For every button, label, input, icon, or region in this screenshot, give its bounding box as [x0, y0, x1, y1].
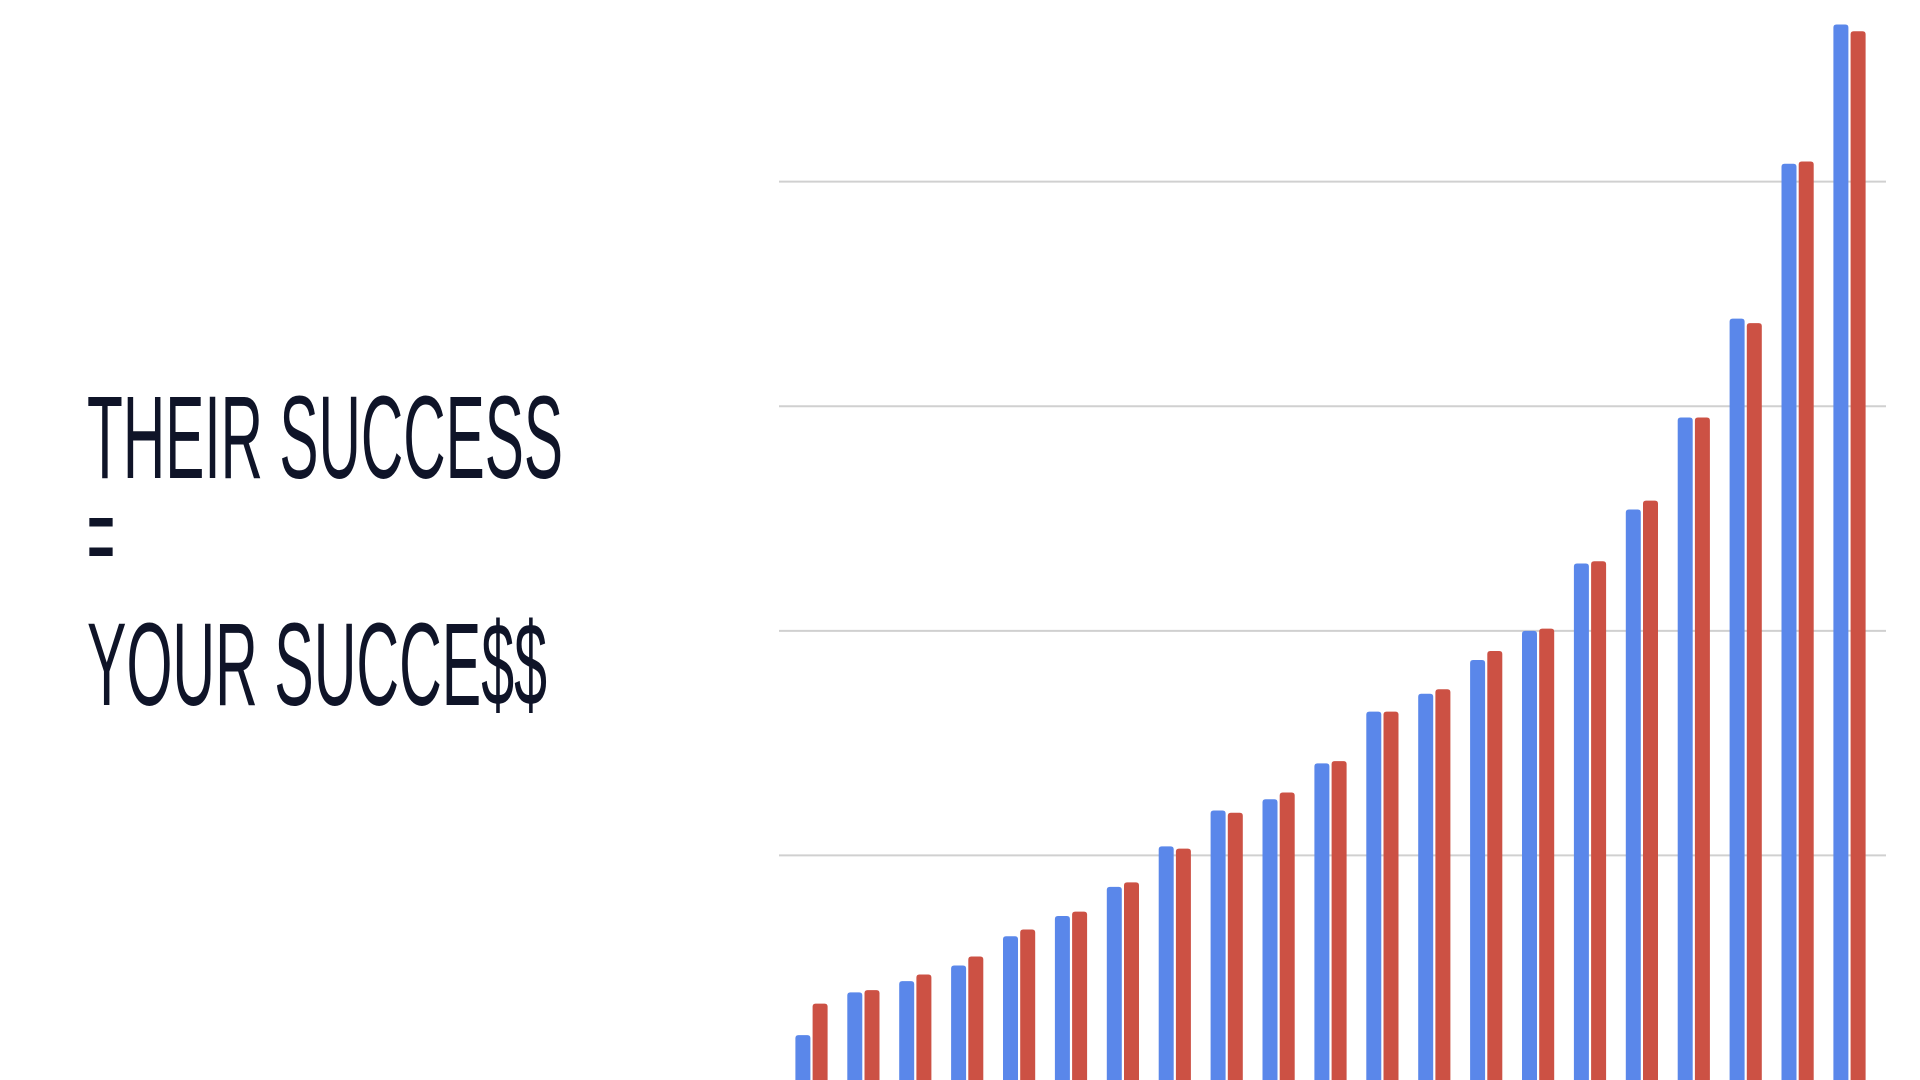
bar [1227, 812, 1243, 1080]
bar [1643, 500, 1658, 1080]
bar [1539, 628, 1555, 1080]
bar [1591, 561, 1607, 1080]
headline-line: = [87, 470, 115, 602]
bar [864, 990, 880, 1080]
bar [1158, 846, 1174, 1080]
headline-line: THEIR SUCCESS [87, 372, 563, 504]
bar [1366, 711, 1382, 1080]
bar [916, 974, 932, 1080]
headline-line: YOUR SUCCE$$ [87, 599, 547, 731]
bar [1003, 936, 1018, 1080]
bar [1625, 509, 1641, 1080]
bar [847, 992, 863, 1080]
bar [1124, 882, 1139, 1080]
bar [1175, 848, 1191, 1080]
bar [1279, 792, 1295, 1080]
bar [1746, 323, 1762, 1080]
bar [1573, 563, 1589, 1080]
bar [1694, 417, 1710, 1080]
bar [968, 956, 984, 1080]
bar [1729, 318, 1745, 1080]
bar [1435, 689, 1451, 1080]
bar [1677, 417, 1693, 1080]
bar [1798, 161, 1814, 1080]
bar [1418, 693, 1434, 1080]
bar [1833, 24, 1849, 1080]
bar [951, 965, 967, 1080]
bar [1522, 630, 1537, 1080]
bar [1262, 799, 1278, 1080]
bar [1331, 761, 1347, 1080]
bar [812, 1003, 828, 1080]
bar [1487, 651, 1503, 1080]
bar [1314, 763, 1330, 1080]
bar [1383, 711, 1399, 1080]
bar [1072, 911, 1088, 1080]
bar [1470, 660, 1486, 1080]
bar [1054, 916, 1070, 1080]
bar [1106, 886, 1122, 1080]
bar [899, 981, 915, 1080]
bar [795, 1035, 811, 1080]
bar [1020, 929, 1036, 1080]
bar [1850, 31, 1866, 1080]
bar [1210, 810, 1226, 1080]
bar [1781, 163, 1797, 1080]
